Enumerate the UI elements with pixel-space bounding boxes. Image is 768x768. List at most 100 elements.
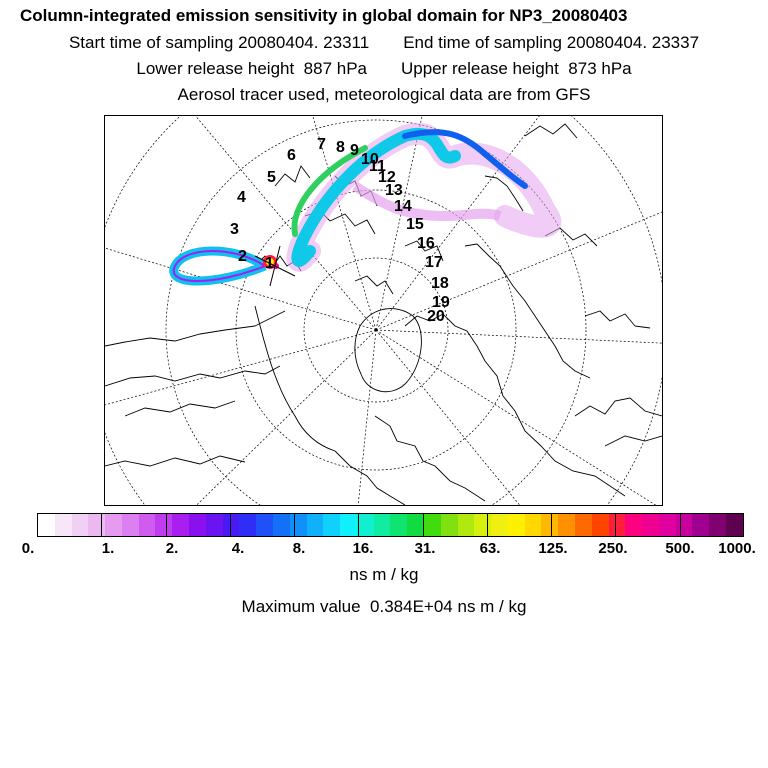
- colorbar-tick-label: 125.: [538, 540, 568, 557]
- colorbar-tick: [294, 513, 296, 537]
- colorbar-segment: [507, 514, 525, 536]
- lower-release-label: Lower release height: [136, 59, 295, 78]
- colorbar-segment: [474, 514, 492, 536]
- upper-release-value: 873 hPa: [568, 59, 632, 78]
- colorbar-segment: [625, 514, 643, 536]
- trajectory-day-marker: 6: [287, 147, 296, 164]
- trajectory-day-marker: 1: [265, 255, 274, 272]
- release-heights: Lower release height 887 hPa Upper releas…: [0, 59, 768, 79]
- release-location-marker: [254, 245, 296, 287]
- colorbar-segment: [457, 514, 475, 536]
- start-time-value: 20080404. 23311: [238, 33, 370, 52]
- trajectory-day-marker: 11: [369, 158, 386, 175]
- trajectory-day-marker: 15: [406, 216, 424, 233]
- colorbar-tick-label: 1.: [101, 540, 115, 557]
- colorbar-segment: [356, 514, 374, 536]
- colorbar-segment: [373, 514, 391, 536]
- colorbar-segment: [189, 514, 206, 536]
- colorbar-segment: [222, 514, 240, 536]
- colorbar-segment: [440, 514, 458, 536]
- colorbar-segment: [205, 514, 223, 536]
- plot-title: Column-integrated emission sensitivity i…: [20, 6, 628, 25]
- meridian-lines: [105, 116, 662, 505]
- trajectory-day-marker: 20: [427, 308, 445, 325]
- colorbar-segment: [423, 514, 441, 536]
- trajectory-day-marker: 13: [385, 182, 403, 199]
- colorbar-segment: [709, 514, 727, 536]
- trajectory-day-marker: 8: [336, 139, 345, 156]
- colorbar-tick-label: 8.: [292, 540, 306, 557]
- colorbar-segment: [407, 514, 424, 536]
- colorbar-tick: [679, 513, 681, 537]
- colorbar-tick: [615, 513, 617, 537]
- colorbar-tick: [229, 513, 231, 537]
- colorbar-tick: [486, 513, 488, 537]
- trajectory-day-marker: 4: [237, 189, 246, 206]
- upper-release-label: Upper release height: [401, 59, 559, 78]
- colorbar-tick-label: 2.: [165, 540, 179, 557]
- colorbar-tick: [165, 513, 167, 537]
- colorbar-tick-label: 4.: [231, 540, 245, 557]
- colorbar-segment: [256, 514, 273, 536]
- colorbar-segment: [692, 514, 710, 536]
- colorbar-segment: [172, 514, 190, 536]
- lower-release: Lower release height 887 hPa: [136, 59, 367, 79]
- trajectory-day-marker: 3: [230, 221, 239, 238]
- colorbar-segment: [54, 514, 72, 536]
- end-time-value: 20080404. 23337: [566, 33, 700, 52]
- colorbar-tick: [101, 513, 103, 537]
- colorbar-segment: [541, 514, 559, 536]
- trajectory-day-marker: 5: [267, 169, 276, 186]
- latitude-circles: [105, 116, 662, 505]
- colorbar-segment: [105, 514, 122, 536]
- colorbar-segment: [608, 514, 626, 536]
- colorbar-segment: [524, 514, 542, 536]
- colorbar-segment: [591, 514, 609, 536]
- colorbar-segment: [340, 514, 357, 536]
- trajectory-day-marker: 18: [431, 275, 449, 292]
- colorbar-segment: [88, 514, 106, 536]
- colorbar-segment: [323, 514, 341, 536]
- upper-release: Upper release height 873 hPa: [401, 59, 632, 79]
- colorbar-tick-label: 16.: [352, 540, 374, 557]
- lower-release-value: 887 hPa: [303, 59, 367, 78]
- trajectory-day-marker: 14: [394, 198, 412, 215]
- colorbar-tick-label: 1000.: [718, 540, 756, 557]
- maximum-value-number: 0.384E+04 ns m / kg: [370, 597, 527, 616]
- trajectory-day-marker: 12: [378, 169, 396, 186]
- maximum-value-label: Maximum value: [241, 597, 361, 616]
- colorbar-segment: [239, 514, 257, 536]
- colorbar-tick-label: 31.: [414, 540, 436, 557]
- colorbar-segment: [726, 514, 743, 536]
- colorbar-segment: [658, 514, 676, 536]
- colorbar-segment: [558, 514, 575, 536]
- colorbar-tick-label: 63.: [479, 540, 501, 557]
- trajectory-day-marker: 2: [238, 248, 247, 265]
- colorbar-tick-label: 500.: [665, 540, 695, 557]
- colorbar-segment: [642, 514, 659, 536]
- colorbar-segment: [38, 514, 55, 536]
- colorbar-segment: [306, 514, 324, 536]
- colorbar-segment: [138, 514, 156, 536]
- colorbar-segment: [289, 514, 307, 536]
- maximum-value: Maximum value 0.384E+04 ns m / kg: [0, 597, 768, 617]
- colorbar-segment: [71, 514, 89, 536]
- colorbar-segment: [121, 514, 139, 536]
- trajectory-day-marker: 17: [425, 254, 443, 271]
- end-time-label: End time of sampling: [403, 33, 562, 52]
- trajectory-day-marker: 19: [432, 294, 450, 311]
- trajectory-day-marker: 7: [317, 136, 326, 153]
- colorbar-segment: [272, 514, 290, 536]
- colorbar-tick: [551, 513, 553, 537]
- colorbar-tick-label: 0.: [21, 540, 35, 557]
- start-time-label: Start time of sampling: [68, 33, 234, 52]
- colorbar-tick-label: 250.: [598, 540, 628, 557]
- colorbar-units: ns m / kg: [349, 565, 419, 584]
- start-time: Start time of sampling 20080404. 23311: [69, 33, 369, 53]
- colorbar-tick: [422, 513, 424, 537]
- trajectory-day-marker: 10: [361, 151, 379, 168]
- coastlines: [105, 123, 662, 505]
- colorbar-segment: [675, 514, 693, 536]
